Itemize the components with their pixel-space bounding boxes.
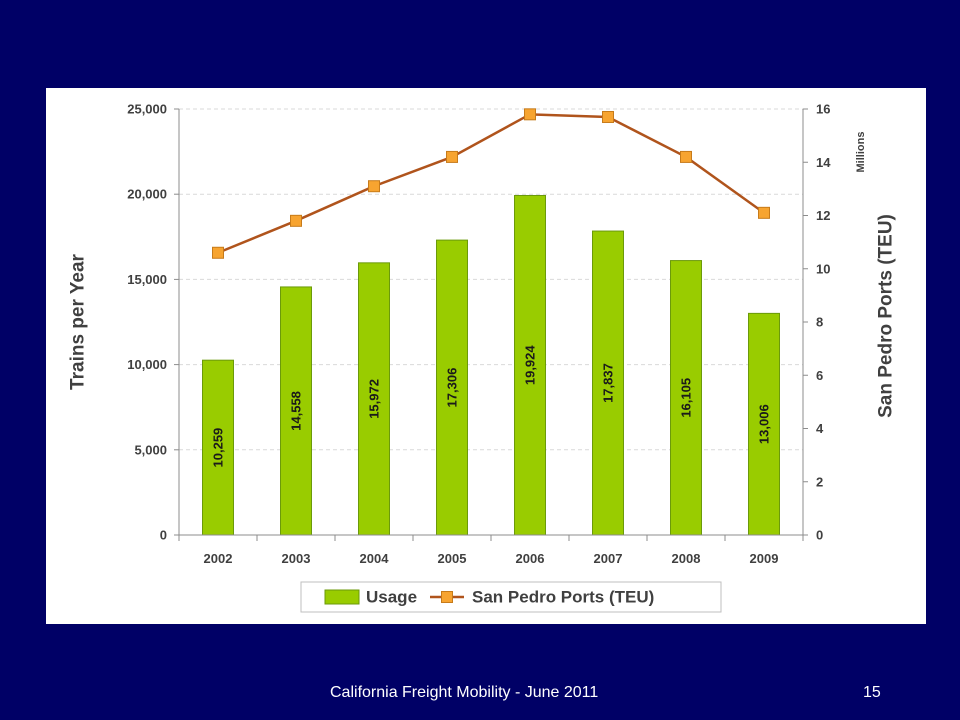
- y2-tick-label: 14: [816, 155, 831, 170]
- bar-value-label: 13,006: [757, 404, 772, 444]
- footer-title: California Freight Mobility - June 2011: [330, 684, 599, 701]
- legend-box: [300, 581, 722, 613]
- line-marker-2007: [602, 110, 614, 123]
- y2-tick-label: 6: [816, 368, 823, 383]
- bar-usage-2002: [202, 359, 234, 536]
- line-marker-2008: [680, 150, 692, 163]
- bar-usage-2005: [436, 239, 468, 536]
- legend-label-line: San Pedro Ports (TEU): [472, 588, 654, 607]
- line-san-pedro-ports: [217, 113, 765, 254]
- x-tick-label: 2006: [516, 551, 545, 566]
- line-marker-2009: [758, 206, 770, 219]
- legend-swatch-usage: [324, 589, 360, 605]
- y-tick-label: 0: [160, 528, 167, 543]
- bar-usage-2007: [592, 230, 624, 536]
- bar-value-label: 17,837: [601, 363, 616, 403]
- y2-axis-title: San Pedro Ports (TEU): [876, 214, 897, 418]
- line-marker-2004: [368, 180, 380, 193]
- chart-panel: 10,259 14,558 15,972 17,306 19,924 17,837 16,1…: [46, 88, 926, 624]
- y2-tick-label: 2: [816, 474, 823, 489]
- y2-tick-label: 12: [816, 208, 830, 223]
- line-marker-2005: [446, 150, 458, 163]
- slide-number: 15: [863, 684, 881, 701]
- combo-chart: 10,259 14,558 15,972 17,306 19,924 17,837 16,1…: [68, 102, 897, 613]
- bar-usage-2006: [514, 194, 546, 536]
- line-marker-2002: [212, 246, 224, 259]
- y-tick-label: 20,000: [127, 187, 167, 202]
- y2-tick-label: 0: [816, 528, 823, 543]
- bar-usage-2003: [280, 286, 312, 536]
- y2-tick-label: 8: [816, 315, 823, 330]
- x-tick-label: 2003: [282, 551, 311, 566]
- bar-value-label: 17,306: [445, 368, 460, 408]
- x-tick-label: 2009: [750, 551, 779, 566]
- y2-tick-label: 16: [816, 102, 830, 117]
- x-tick-label: 2005: [438, 551, 467, 566]
- y2-tick-label: 4: [816, 421, 824, 436]
- bar-value-label: 16,105: [679, 378, 694, 418]
- y-tick-label: 15,000: [127, 272, 167, 287]
- x-tick-label: 2002: [204, 551, 233, 566]
- legend-swatch-marker: [441, 591, 453, 603]
- y-tick-label: 10,000: [127, 357, 167, 372]
- bar-value-label: 10,259: [211, 428, 226, 468]
- line-marker-2003: [290, 214, 302, 227]
- line-marker-2006: [524, 108, 536, 121]
- x-tick-label: 2004: [360, 551, 390, 566]
- bar-usage-2004: [358, 262, 390, 536]
- y-tick-label: 5,000: [134, 442, 167, 457]
- y-tick-label: 25,000: [127, 102, 167, 117]
- y-axis-title: Trains per Year: [68, 253, 89, 390]
- y2-unit-label: Millions: [855, 132, 867, 173]
- bar-value-label: 15,972: [367, 379, 382, 419]
- x-tick-label: 2008: [672, 551, 701, 566]
- bar-value-label: 14,558: [289, 391, 304, 431]
- legend-label-usage: Usage: [366, 588, 417, 607]
- y2-tick-label: 10: [816, 261, 830, 276]
- bar-value-label: 19,924: [523, 345, 538, 386]
- x-tick-label: 2007: [594, 551, 623, 566]
